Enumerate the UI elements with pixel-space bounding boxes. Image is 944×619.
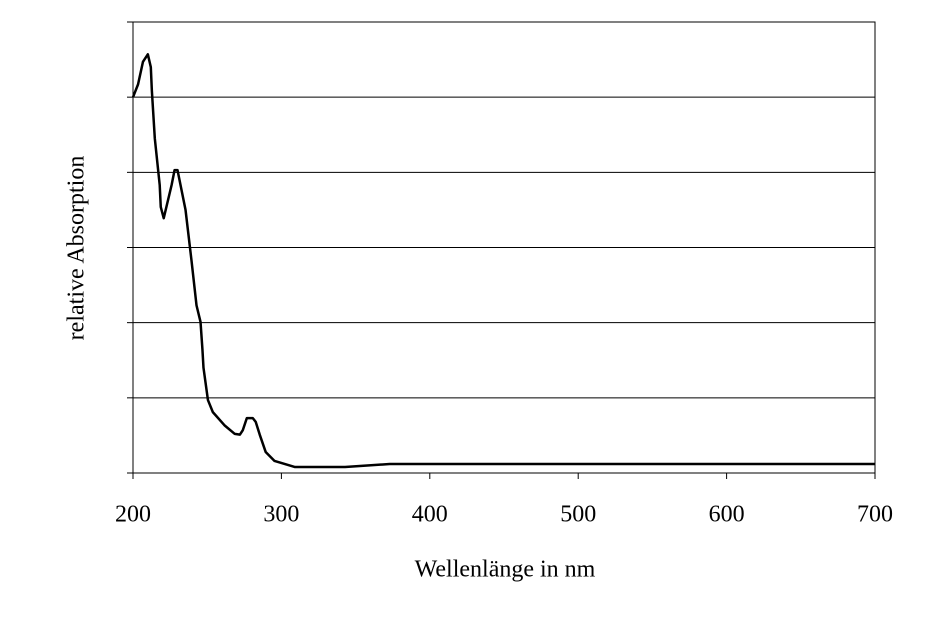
data-line <box>131 53 875 469</box>
x-axis-label: Wellenlänge in nm <box>415 557 596 583</box>
x-tick-label: 600 <box>709 502 745 528</box>
x-tick-label: 500 <box>560 502 596 528</box>
y-axis-label: relative Absorption <box>64 156 90 341</box>
x-tick-label: 200 <box>115 502 151 528</box>
x-tick-label: 300 <box>263 502 299 528</box>
x-tick-label: 700 <box>857 502 893 528</box>
x-tick-label: 400 <box>412 502 448 528</box>
